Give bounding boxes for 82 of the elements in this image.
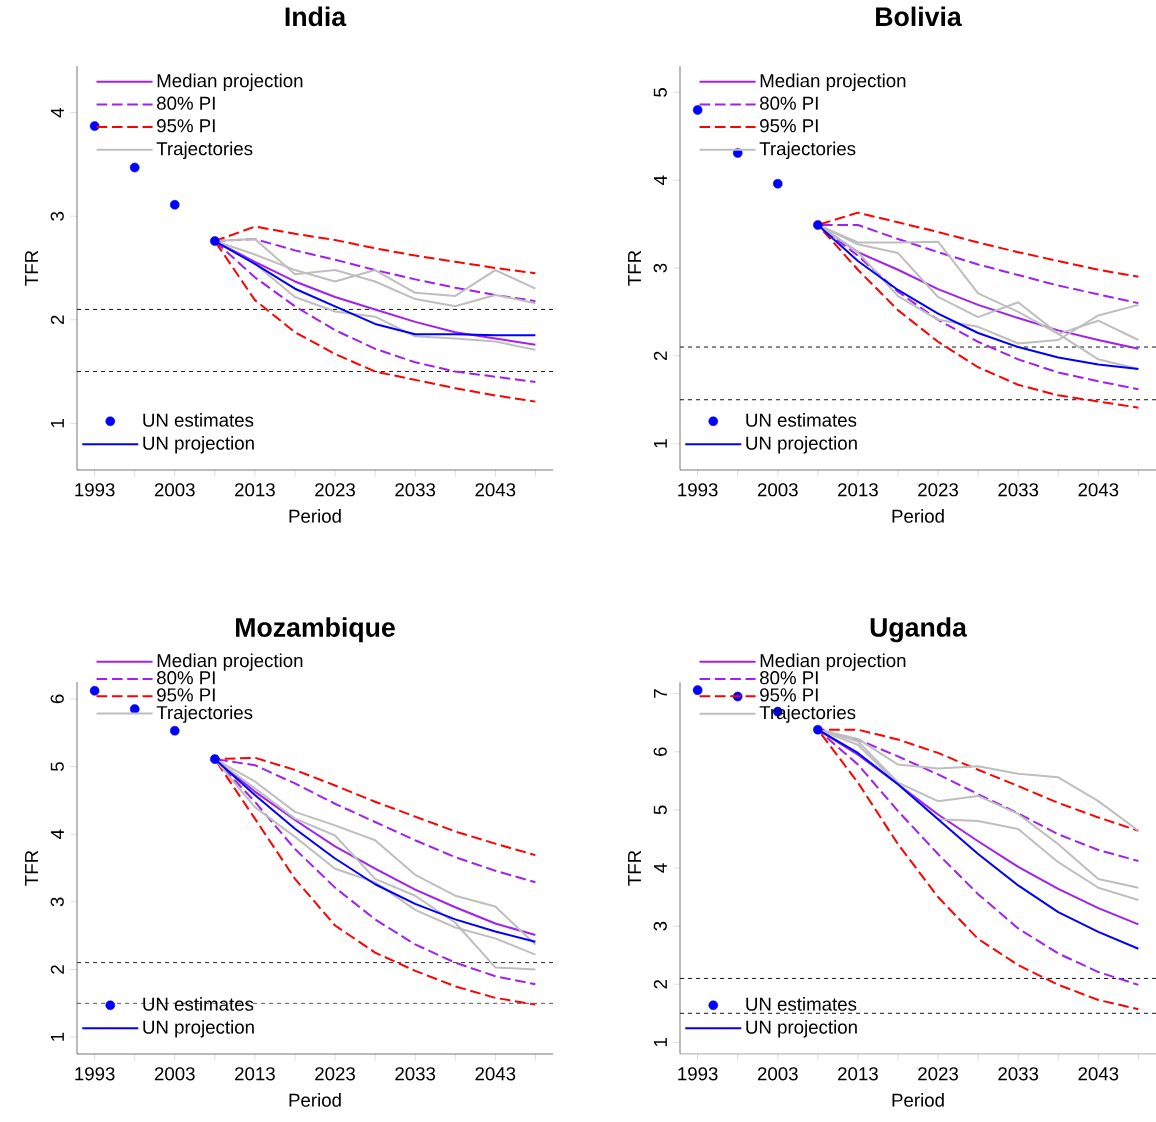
x-tick-label: 1993 [75, 1067, 115, 1081]
x-tick-label: 2003 [154, 483, 195, 497]
y-tick-label: 7 [654, 689, 667, 698]
y-tick-label: 4 [51, 829, 64, 839]
chart-title: India [285, 6, 347, 27]
legend-label: Trajectories [759, 141, 856, 160]
y-tick-label: 6 [653, 747, 667, 756]
legend-label: UN estimates [143, 413, 254, 427]
y-axis-title: TFR [628, 250, 641, 286]
x-tick-label: 2033 [998, 1067, 1039, 1081]
x-tick-label: 1993 [678, 1067, 718, 1081]
legend-label: UN projection [143, 1020, 254, 1038]
legend-label: 95% PI [157, 119, 215, 133]
x-tick-label: 2013 [235, 483, 275, 497]
x-tick-label: 2043 [475, 483, 516, 497]
legend-label: Trajectories [156, 141, 253, 160]
y-tick-label: 1 [654, 1038, 667, 1047]
chart-title: Mozambique [236, 617, 395, 643]
x-axis-title: Period [289, 509, 341, 523]
y-axis-title: TFR [25, 250, 38, 286]
y-tick-label: 4 [654, 175, 667, 185]
x-tick-label: 2023 [315, 1067, 355, 1081]
y-tick-label: 2 [653, 979, 667, 989]
x-tick-label: 2033 [998, 483, 1039, 497]
legend-label: UN projection [746, 436, 857, 454]
y-tick-label: 3 [50, 897, 64, 907]
y-axis-title: TFR [628, 850, 641, 886]
x-tick-label: 2013 [838, 483, 878, 497]
legend-label: UN estimates [746, 997, 857, 1011]
legend-label: 95% PI [157, 688, 215, 702]
x-tick-label: 2023 [918, 483, 958, 497]
y-tick-label: 3 [653, 263, 667, 273]
x-tick-label: 2003 [154, 1067, 195, 1081]
y-tick-label: 4 [51, 107, 64, 118]
x-tick-label: 2043 [1078, 1067, 1119, 1081]
legend-label: UN estimates [143, 997, 254, 1011]
y-tick-label: 1 [51, 1032, 64, 1041]
y-tick-label: 5 [653, 805, 667, 815]
legend-label: UN estimates [746, 413, 857, 427]
x-tick-label: 2023 [918, 1067, 958, 1081]
y-axis-title: TFR [25, 850, 38, 886]
y-tick-label: 2 [50, 315, 64, 325]
legend-label: Trajectories [156, 705, 253, 723]
legend-label: Median projection [157, 73, 303, 92]
legend-label: UN projection [143, 436, 254, 454]
legend-label: Median projection [760, 73, 906, 92]
x-tick-label: 2013 [838, 1067, 878, 1081]
x-tick-label: 2003 [757, 483, 798, 497]
y-tick-label: 1 [51, 419, 64, 428]
x-tick-label: 2043 [1078, 483, 1119, 497]
y-tick-label: 1 [654, 439, 667, 448]
y-tick-label: 2 [50, 965, 64, 974]
x-axis-title: Period [289, 1093, 341, 1107]
chart-title: Uganda [870, 617, 968, 643]
legend-label: 80% PI [760, 96, 818, 110]
y-tick-label: 2 [653, 351, 667, 361]
y-tick-label: 3 [653, 921, 667, 931]
x-axis-title: Period [892, 1093, 944, 1107]
legend-label: 80% PI [157, 671, 215, 685]
y-tick-label: 6 [50, 694, 64, 704]
y-tick-label: 3 [50, 211, 64, 221]
x-tick-label: 2013 [235, 1067, 275, 1081]
legend-label: Trajectories [759, 705, 856, 723]
legend-label: 80% PI [157, 96, 215, 110]
x-axis-title: Period [892, 509, 944, 523]
legend-label: UN projection [746, 1020, 857, 1038]
legend-label: 80% PI [760, 671, 818, 685]
x-tick-label: 2033 [395, 483, 436, 497]
x-tick-label: 1993 [678, 483, 718, 497]
y-tick-label: 5 [653, 87, 667, 97]
legend-label: 95% PI [760, 688, 818, 702]
x-tick-label: 2003 [757, 1067, 798, 1081]
y-tick-label: 5 [50, 762, 64, 771]
x-tick-label: 2033 [395, 1067, 436, 1081]
x-tick-label: 2023 [315, 483, 355, 497]
legend-label: Median projection [760, 653, 906, 671]
chart-title: Bolivia [876, 6, 962, 27]
x-tick-label: 1993 [75, 483, 115, 497]
legend-label: 95% PI [760, 119, 818, 133]
legend-label: Median projection [157, 653, 303, 671]
x-tick-label: 2043 [475, 1067, 516, 1081]
y-tick-label: 4 [654, 863, 667, 873]
